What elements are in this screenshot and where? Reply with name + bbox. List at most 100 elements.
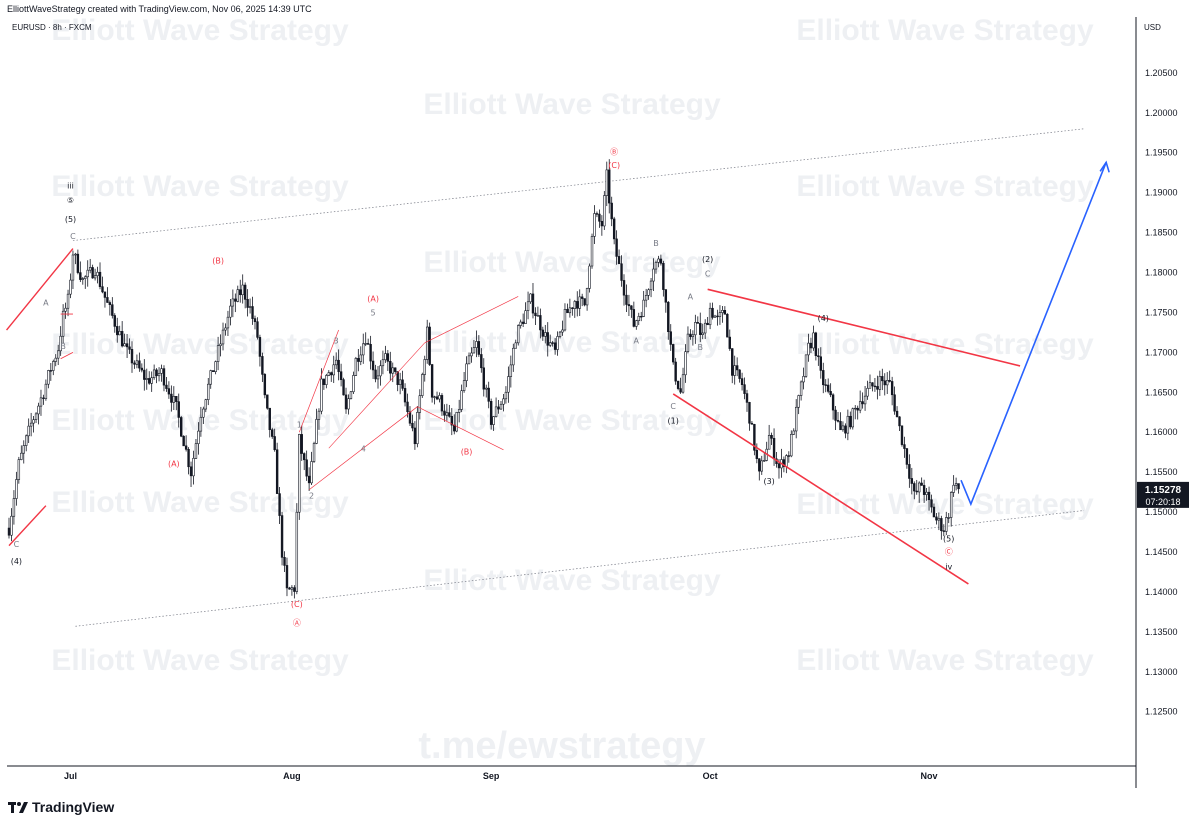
wave-label: 3 xyxy=(334,337,339,346)
candle-down xyxy=(910,478,914,484)
candle-down xyxy=(140,367,144,371)
candle-down xyxy=(401,379,404,389)
price-tick-label: 1.20500 xyxy=(1145,68,1178,78)
price-tick-label: 1.13500 xyxy=(1145,627,1178,637)
wave-label: 2 xyxy=(309,492,314,501)
candle-up xyxy=(379,365,382,377)
candle-up xyxy=(71,254,75,281)
candle-up xyxy=(917,482,921,493)
candle-down xyxy=(330,372,333,376)
candle-down xyxy=(632,309,636,327)
candle-up xyxy=(32,419,35,424)
watermark-text: Elliott Wave Strategy xyxy=(423,88,721,121)
candle-down xyxy=(753,424,756,451)
candle-down xyxy=(871,382,874,387)
candle-up xyxy=(841,425,845,431)
tradingview-logo[interactable]: TradingView xyxy=(8,797,114,817)
candle-up xyxy=(359,354,362,362)
candle-down xyxy=(396,371,399,385)
candle-down xyxy=(731,348,734,376)
candle-down xyxy=(116,326,119,336)
candle-down xyxy=(740,378,744,385)
candle-up xyxy=(364,343,367,345)
watermark-text: Elliott Wave Strategy xyxy=(423,564,721,597)
price-chart[interactable]: Elliott Wave Strategy Elliott Wave Strate… xyxy=(0,0,1200,790)
candle-down xyxy=(932,506,936,518)
candle-down xyxy=(369,344,372,362)
candle-up xyxy=(17,459,21,480)
candle-down xyxy=(630,305,633,310)
candle-up xyxy=(320,378,323,412)
candle-up xyxy=(12,498,16,517)
watermark-text: Elliott Wave Strategy xyxy=(796,170,1094,203)
candle-up xyxy=(807,342,810,356)
candle-up xyxy=(416,412,419,445)
candle-up xyxy=(605,169,608,196)
price-axis[interactable]: 1.20500 1.20000 1.19500 1.19000 1.18500 1.180… xyxy=(1137,68,1189,717)
candle-up xyxy=(445,412,449,416)
candle-up xyxy=(652,268,655,282)
candle-down xyxy=(177,401,180,418)
candle-down xyxy=(883,380,886,386)
candle-down xyxy=(278,493,281,516)
time-axis[interactable]: Jul Aug Sep Oct Nov xyxy=(64,771,938,781)
candle-down xyxy=(782,459,786,467)
candle-up xyxy=(52,361,55,371)
candle-up xyxy=(718,312,722,317)
candle-up xyxy=(568,307,572,314)
brand-name: TradingView xyxy=(32,799,115,815)
candle-down xyxy=(551,342,554,344)
candle-down xyxy=(125,343,129,348)
candle-down xyxy=(170,393,173,403)
candle-up xyxy=(236,289,239,302)
candle-up xyxy=(241,284,244,296)
candle-up xyxy=(573,301,577,309)
candle-up xyxy=(637,316,640,321)
wave-label: ⑤ xyxy=(67,196,74,205)
projection-arrow-icon xyxy=(1099,160,1110,173)
candle-down xyxy=(133,362,136,365)
candle-down xyxy=(261,356,264,375)
candle-down xyxy=(253,318,257,323)
candle-down xyxy=(103,291,107,298)
candle-down xyxy=(440,395,444,412)
candle-down xyxy=(905,448,909,465)
candle-down xyxy=(98,271,102,287)
candle-up xyxy=(686,333,690,352)
candle-up xyxy=(44,383,48,399)
watermark-text: Elliott Wave Strategy xyxy=(796,644,1094,677)
candle-up xyxy=(868,382,872,389)
price-tick-label: 1.20000 xyxy=(1145,108,1178,118)
candle-down xyxy=(143,369,146,380)
candle-down xyxy=(403,388,407,403)
wave-label: Ⓑ xyxy=(610,147,618,156)
wave-label: C xyxy=(70,232,76,241)
candle-down xyxy=(839,421,842,431)
candle-up xyxy=(512,347,515,366)
candle-down xyxy=(836,420,840,422)
candle-down xyxy=(7,527,11,536)
candle-up xyxy=(878,376,882,390)
trendline-red xyxy=(5,248,74,331)
candle-down xyxy=(608,169,611,204)
candle-up xyxy=(376,375,380,380)
candle-up xyxy=(352,375,355,393)
trendline-red xyxy=(417,406,504,451)
candle-down xyxy=(861,401,864,405)
candle-down xyxy=(148,378,151,384)
candle-down xyxy=(541,329,545,337)
wave-label: (A) xyxy=(168,460,180,469)
candle-up xyxy=(647,289,650,296)
candle-up xyxy=(86,269,89,278)
wave-label: A xyxy=(688,293,694,302)
candle-down xyxy=(339,371,343,380)
candle-down xyxy=(627,304,631,307)
candle-down xyxy=(876,386,879,390)
candle-down xyxy=(180,417,183,437)
wave-label: (5) xyxy=(65,215,76,224)
candle-down xyxy=(258,337,262,357)
candle-down xyxy=(580,296,584,299)
candle-down xyxy=(873,385,877,388)
watermark-handle: t.me/ewstrategy xyxy=(418,725,705,767)
candle-down xyxy=(49,370,53,372)
